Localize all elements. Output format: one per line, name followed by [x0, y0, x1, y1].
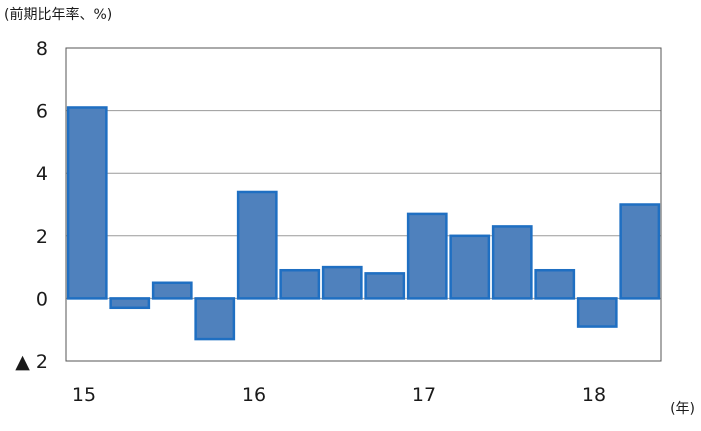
x-tick-label: 17 — [412, 384, 436, 406]
bar — [321, 265, 363, 300]
bar — [236, 190, 278, 300]
x-tick-label: 18 — [582, 384, 606, 406]
y-tick-label: 4 — [36, 163, 48, 185]
y-tick-label: ▲ 2 — [15, 351, 48, 373]
y-tick-label: 8 — [36, 38, 48, 60]
bar — [576, 297, 618, 328]
bar — [406, 212, 448, 300]
bar — [194, 297, 236, 341]
bar — [66, 106, 108, 300]
x-tick-label: 16 — [242, 384, 266, 406]
bar — [364, 272, 406, 300]
bar — [449, 234, 491, 300]
bar — [151, 281, 193, 300]
y-axis-unit-label: (前期比年率、%) — [4, 7, 113, 23]
bar — [534, 268, 576, 300]
y-tick-label: 6 — [36, 101, 48, 123]
x-tick-label: 15 — [72, 384, 96, 406]
bar — [491, 225, 533, 300]
x-axis-unit-label: (年) — [670, 401, 695, 417]
bar — [109, 297, 151, 310]
plot-frame — [65, 47, 662, 362]
bar — [279, 268, 321, 300]
y-tick-label: 2 — [36, 226, 48, 248]
y-tick-label: 0 — [36, 288, 48, 310]
bar — [619, 203, 661, 300]
